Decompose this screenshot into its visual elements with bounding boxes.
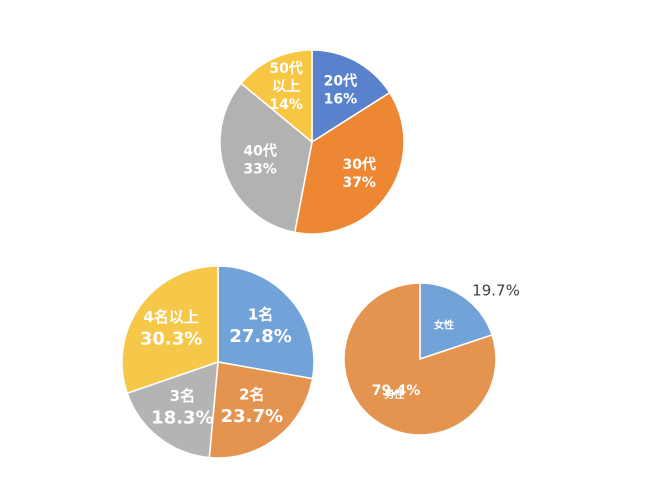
pie-slice [208,361,314,459]
slice-category-label: 50代 [269,60,302,77]
slice-value-label: 30.3% [140,329,202,350]
slice-category-label: 2名 [239,386,264,404]
slice-category-label: 4名以上 [143,308,198,326]
slice-category-label: 男性 [384,388,404,401]
slice-category-label: 女性 [434,319,454,332]
slice-value-label: 33% [243,162,277,178]
slice-category-label: 30代 [342,156,375,173]
slice-category-label: 以上 [272,79,300,95]
slice-value-label: 16% [324,91,358,107]
pie-slice [121,265,219,395]
pie-slice [217,265,315,380]
slice-category-label: 3名 [170,387,195,405]
pie-slice [240,49,313,144]
slice-value-label: 18.3% [151,407,213,428]
slice-value-label: 37% [342,175,376,191]
slice-category-label: 40代 [243,143,276,160]
people-count-pie-chart: 1名 27.8% 2名 23.7% 3名 18.3% 4名以上 30.3% [121,265,315,459]
slice-value-label: 27.8% [229,326,291,347]
slice-value-label: 79.4% [372,383,421,399]
pie-slice [293,91,405,235]
pie-slice [343,282,497,436]
slice-value-label: 23.7% [221,406,283,427]
slice-value-label: 14% [269,97,303,113]
pie-slice [311,49,391,144]
slice-category-label: 1名 [248,306,273,324]
pie-slice [219,82,313,234]
slice-category-label: 20代 [324,72,357,89]
slice-value-label: 19.7% [472,282,520,300]
pie-slice [419,282,494,361]
